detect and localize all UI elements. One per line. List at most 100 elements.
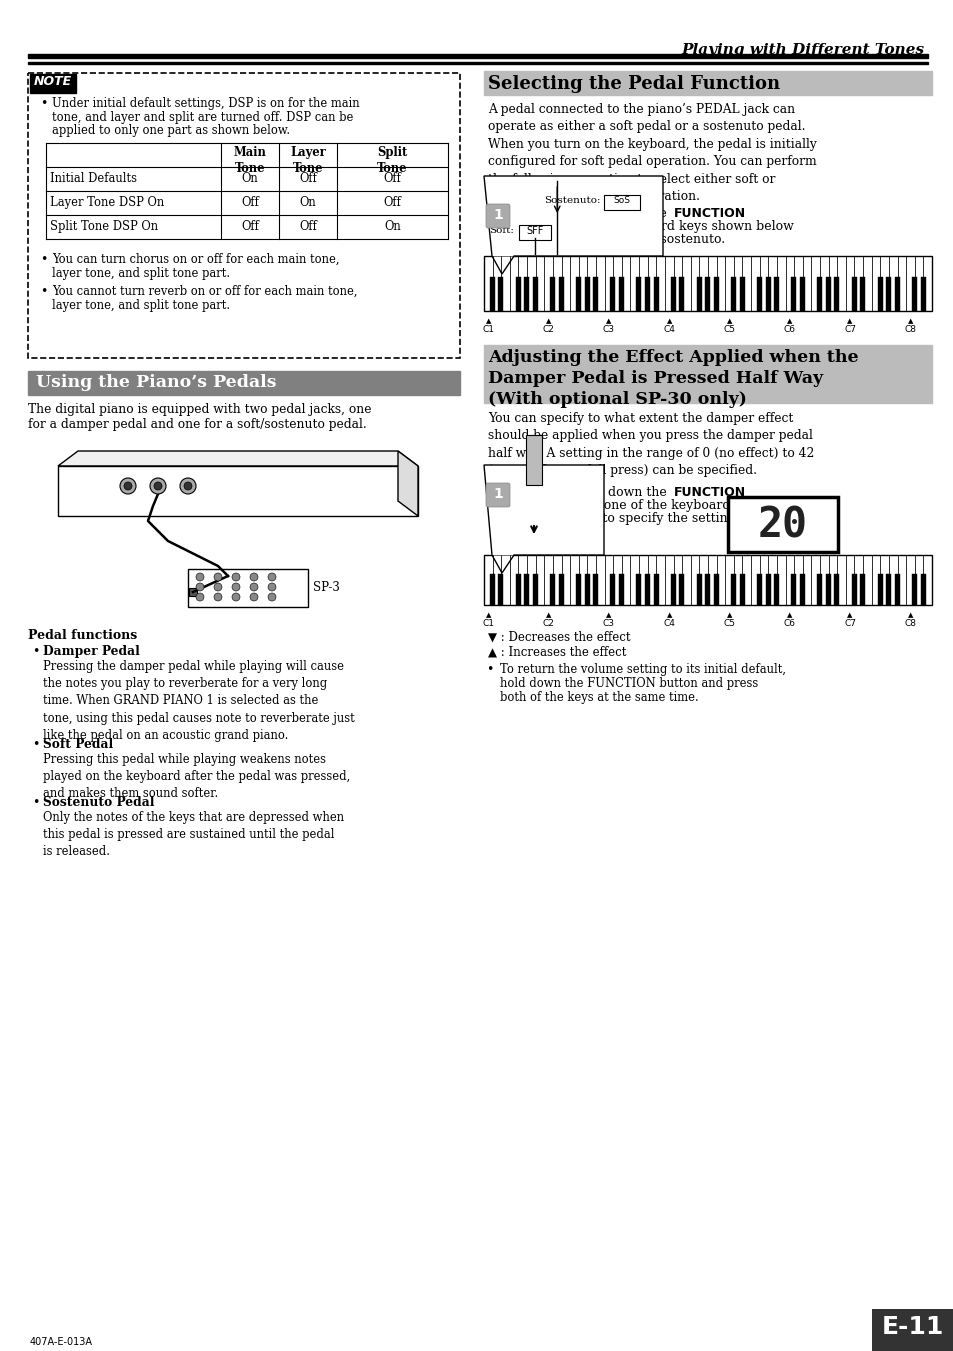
Text: To return the volume setting to its initial default,: To return the volume setting to its init… [499,663,785,676]
Bar [877,574,882,605]
Bar [885,277,890,311]
Bar [636,277,640,311]
Text: C3: C3 [602,326,615,334]
Text: C3: C3 [602,619,615,628]
Text: While holding down the: While holding down the [516,207,670,220]
Circle shape [232,584,240,590]
Bar [492,255,500,311]
Bar [877,277,882,311]
Bar [862,555,871,605]
Bar [894,574,899,605]
Bar [773,277,779,311]
Text: C4: C4 [662,619,675,628]
Bar [834,277,839,311]
Bar [630,255,639,311]
Text: 1: 1 [493,486,502,501]
Bar [767,555,776,605]
Circle shape [213,593,222,601]
Bar [524,277,529,311]
Bar [888,255,897,311]
Bar [618,574,623,605]
Bar [914,555,923,605]
Text: button, use the keyboard keys shown below: button, use the keyboard keys shown belo… [516,220,793,232]
Text: Selecting the Pedal Function: Selecting the Pedal Function [488,76,780,93]
Bar [707,555,716,605]
Bar [854,255,862,311]
Bar [704,277,709,311]
Bar [533,277,537,311]
Bar [911,277,916,311]
Bar [536,255,544,311]
Circle shape [268,584,275,590]
Bar [733,255,741,311]
Bar [871,555,880,605]
Text: Soft:: Soft: [489,226,514,235]
Text: FUNCTION: FUNCTION [673,486,745,499]
Text: Split Tone DSP On: Split Tone DSP On [50,220,158,232]
Bar [905,555,914,605]
Bar [544,255,553,311]
Text: ▲: ▲ [786,317,792,324]
Bar [517,255,526,311]
Bar [578,555,587,605]
Text: ▲: ▲ [907,317,912,324]
Bar [793,555,801,605]
Bar [696,574,700,605]
Bar [656,255,664,311]
Circle shape [184,482,192,490]
Bar [739,574,744,605]
Text: FUNCTION: FUNCTION [673,207,745,220]
Circle shape [232,593,240,601]
Text: SP-3: SP-3 [313,581,339,594]
Bar [923,555,931,605]
Text: ▲ : Increases the effect: ▲ : Increases the effect [488,646,626,659]
Bar [483,345,931,403]
Text: want.: want. [516,526,551,538]
Bar [811,255,820,311]
Text: The digital piano is equipped with two pedal jacks, one: The digital piano is equipped with two p… [28,403,371,416]
Bar [800,574,804,605]
Text: Split
Tone: Split Tone [376,146,407,174]
Bar [871,255,880,311]
Bar [603,195,639,209]
Bar [561,555,570,605]
Bar [776,255,784,311]
Bar [653,574,658,605]
Bar [741,255,750,311]
Circle shape [268,593,275,601]
Text: both of the keys at the same time.: both of the keys at the same time. [499,690,698,704]
Bar [596,255,604,311]
Text: C1: C1 [482,619,494,628]
Text: ▲: ▲ [666,612,671,617]
Bar [681,555,690,605]
Bar [791,277,796,311]
Text: C7: C7 [843,619,855,628]
Bar [825,574,830,605]
Bar [860,574,864,605]
Bar [544,555,553,605]
Bar [811,555,820,605]
Text: C7: C7 [843,326,855,334]
Bar [724,555,733,605]
Bar [570,255,578,311]
Text: ▲: ▲ [605,317,611,324]
Circle shape [250,573,257,581]
Text: to select either soft or sostenuto.: to select either soft or sostenuto. [516,232,724,246]
Bar [509,555,517,605]
Polygon shape [397,451,417,516]
Bar [699,555,707,605]
Text: C6: C6 [783,619,795,628]
Text: ▲: ▲ [726,612,732,617]
Bar [716,255,724,311]
Circle shape [213,573,222,581]
Circle shape [195,584,204,590]
Text: ▲: ▲ [605,612,611,617]
Text: Off: Off [383,196,401,209]
Circle shape [213,584,222,590]
Bar [871,1309,953,1351]
Bar [920,574,924,605]
Text: Adjusting the Effect Applied when the
Damper Pedal is Pressed Half Way
(With opt: Adjusting the Effect Applied when the Da… [488,349,858,408]
Bar [28,54,927,58]
Bar [610,277,615,311]
Text: tone, and layer and split are turned off. DSP can be: tone, and layer and split are turned off… [52,111,353,123]
